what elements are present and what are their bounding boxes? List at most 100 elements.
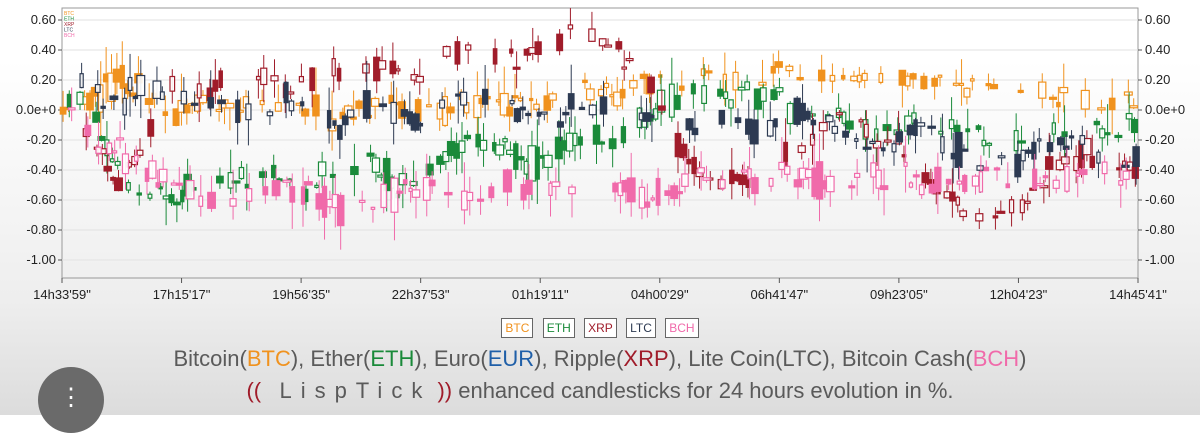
candle-body-eth xyxy=(744,81,751,91)
candle-body-eth xyxy=(126,181,131,191)
candle-body-ltc xyxy=(300,101,305,107)
candle-body-btc xyxy=(704,70,713,74)
candle-body-xrp xyxy=(336,67,342,82)
candle-body-ltc xyxy=(959,148,969,152)
candle-body-bch xyxy=(612,182,618,193)
candle-body-bch xyxy=(488,186,495,199)
more-vertical-icon[interactable]: ⋮ xyxy=(38,367,104,433)
candle-body-bch xyxy=(229,198,237,207)
candle-body-eth xyxy=(350,166,359,176)
candle-body-ltc xyxy=(916,122,926,127)
legend-item-xrp[interactable]: XRP xyxy=(584,318,617,338)
candle-body-bch xyxy=(358,199,366,203)
candle-body-eth xyxy=(717,88,724,97)
candle-body-eth xyxy=(653,108,659,120)
candle-body-xrp xyxy=(331,58,336,77)
legend-item-bch[interactable]: BCH xyxy=(665,318,699,338)
candle-body-btc xyxy=(658,74,663,78)
candle-body-eth xyxy=(948,119,955,130)
candle-body-bch xyxy=(962,174,968,192)
candle-body-bch xyxy=(106,142,113,155)
candle-body-eth xyxy=(314,184,320,188)
candle-body-btc xyxy=(758,81,767,86)
candle-body-bch xyxy=(783,165,791,175)
candle-body-ltc xyxy=(940,136,945,154)
candle-body-eth xyxy=(317,161,327,177)
candle-body-bch xyxy=(271,180,281,197)
candle-body-eth xyxy=(841,111,847,125)
candle-body-bch xyxy=(719,179,726,189)
candle-body-bch xyxy=(811,167,817,198)
candle-body-bch xyxy=(336,194,345,227)
candle-body-eth xyxy=(953,124,961,133)
candle-body-xrp xyxy=(604,44,613,48)
caption-eth-name: Ether( xyxy=(304,346,371,371)
candle-body-eth xyxy=(565,132,574,152)
candle-body-btc xyxy=(582,79,588,84)
candle-body-btc xyxy=(770,66,776,74)
candle-body-ltc xyxy=(891,143,897,153)
candle-body-bch xyxy=(133,154,139,162)
candlestick-chart: 0.60 0.60 0.40 0.40 0.20 0.20 0.0e+0 0.0e+0 -0.2… xyxy=(16,7,1185,302)
candle-body-eth xyxy=(986,142,993,146)
candle-body-ltc xyxy=(459,91,468,106)
candle-body-ltc xyxy=(997,155,1006,159)
candle-body-xrp xyxy=(103,165,112,172)
candle-body-xrp xyxy=(389,60,397,75)
candle-body-ltc xyxy=(127,76,133,92)
x-tick-label: 14h33'59" xyxy=(33,287,91,302)
legend-item-ltc[interactable]: LTC xyxy=(626,318,656,338)
candle-body-bch xyxy=(655,177,661,206)
candle-body-eth xyxy=(258,171,267,178)
candle-body-ltc xyxy=(525,112,532,117)
candle-body-bch xyxy=(993,167,1001,171)
candle-body-bch xyxy=(121,153,130,175)
candle-body-btc xyxy=(629,80,638,89)
candle-body-btc xyxy=(301,108,310,117)
candle-body-eth xyxy=(1051,122,1056,135)
candle-body-xrp xyxy=(818,121,828,132)
candle-body-btc xyxy=(511,95,519,99)
candle-body-bch xyxy=(551,181,561,188)
candle-body-bch xyxy=(751,177,759,195)
candle-body-ltc xyxy=(513,108,522,123)
candle-body-eth xyxy=(329,173,336,178)
candle-body-xrp xyxy=(949,191,956,202)
candle-body-btc xyxy=(1097,107,1106,111)
candle-body-eth xyxy=(1099,128,1106,139)
candle-body-xrp xyxy=(567,24,574,30)
candle-body-eth xyxy=(981,139,987,147)
candle-body-bch xyxy=(1064,166,1070,192)
candle-body-eth xyxy=(172,201,181,206)
candle-body-btc xyxy=(119,64,125,89)
candle-body-bch xyxy=(804,168,813,179)
candle-body-eth xyxy=(620,126,627,144)
candle-body-eth xyxy=(975,125,982,130)
x-tick-label: 01h19'11" xyxy=(512,287,569,302)
candle-body-xrp xyxy=(729,169,735,185)
candle-body-bch xyxy=(1032,168,1038,190)
candle-body-xrp xyxy=(196,83,202,99)
candle-body-xrp xyxy=(996,210,1006,214)
candle-body-xrp xyxy=(1045,156,1054,170)
y-tick-label-left: -0.60 xyxy=(26,192,56,207)
candle-body-eth xyxy=(114,160,121,166)
legend-item-btc[interactable]: BTC xyxy=(501,318,534,338)
candle-body-ltc xyxy=(207,97,215,109)
candle-body-eth xyxy=(76,91,84,105)
candle-body-btc xyxy=(543,95,552,111)
y-tick-label-left: 0.40 xyxy=(31,42,56,57)
candle-body-xrp xyxy=(114,177,123,192)
candle-body-bch xyxy=(289,186,296,203)
candle-body-eth xyxy=(1061,131,1068,138)
candle-body-btc xyxy=(426,104,432,108)
candle-body-bch xyxy=(1122,170,1130,180)
candle-body-xrp xyxy=(309,67,316,92)
candle-body-btc xyxy=(585,88,595,101)
legend-item-eth[interactable]: ETH xyxy=(542,318,575,338)
candle-body-ltc xyxy=(578,106,586,111)
candle-body-ltc xyxy=(418,122,424,127)
candle-body-xrp xyxy=(872,140,882,149)
mini-legend-eth: ETH xyxy=(64,17,74,23)
candle-body-eth xyxy=(66,93,72,109)
